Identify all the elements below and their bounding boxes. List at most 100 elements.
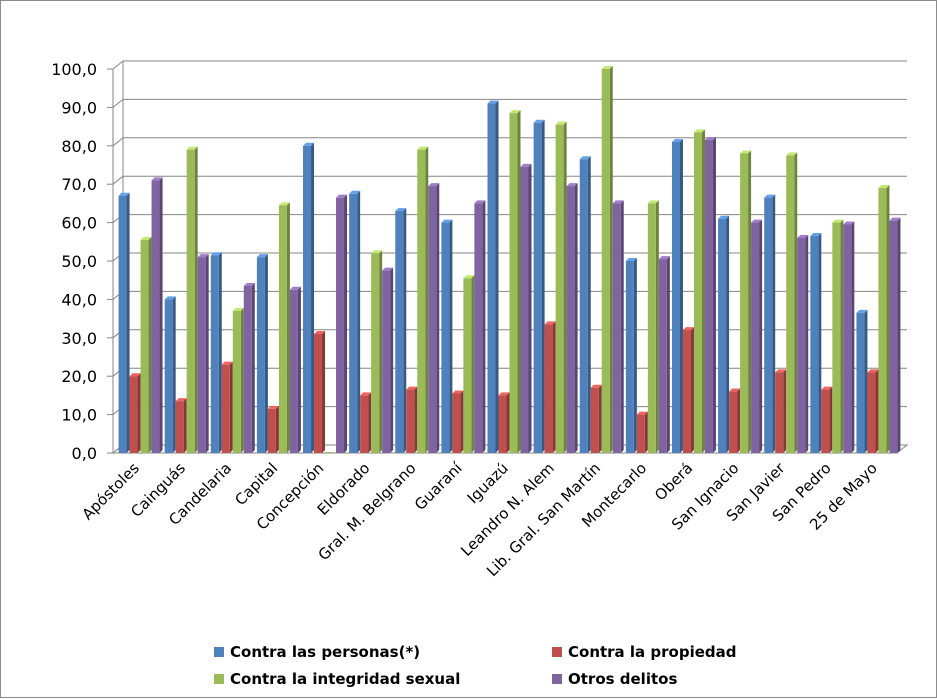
bar-otros-delitos-iguazu-side [528, 163, 532, 454]
bar-contra-las-personas-gral-m-belgrano-side [403, 208, 407, 453]
legend-swatch-contra-las-personas [214, 647, 224, 657]
bar-contra-la-propiedad-25-de-mayo-side [875, 369, 879, 453]
bar-contra-las-personas-san-pedro-side [818, 233, 822, 453]
bar-contra-las-personas-cainguas-side [172, 296, 176, 453]
bar-otros-delitos-leandro-n-alem [566, 186, 575, 453]
bar-contra-la-integridad-sexual-capital-top [278, 202, 290, 206]
bar-contra-la-propiedad-concepcion [314, 333, 323, 453]
bar-otros-delitos-lib-gral-san-martin-side [620, 200, 624, 453]
y-tick-label: 80,0 [61, 137, 97, 156]
bar-contra-la-propiedad-guarani-side [460, 390, 464, 453]
bar-contra-las-personas-cainguas [164, 299, 173, 453]
bar-otros-delitos-san-javier-top [797, 234, 809, 238]
bar-otros-delitos-gral-m-belgrano [428, 186, 437, 453]
bar-contra-la-propiedad-capital-side [275, 405, 279, 453]
bar-contra-las-personas-san-pedro-top [810, 233, 822, 237]
bar-contra-la-propiedad-obera-side [690, 327, 694, 453]
bar-otros-delitos-san-pedro [843, 224, 852, 453]
bar-contra-las-personas-leandro-n-alem [533, 122, 542, 453]
y-tick-label: 20,0 [61, 367, 97, 386]
bar-contra-las-personas-concepcion-top [303, 142, 315, 146]
bar-otros-delitos-montecarlo-side [666, 256, 670, 453]
bar-contra-la-integridad-sexual-eldorado [371, 253, 380, 453]
bar-contra-la-propiedad-obera-top [682, 327, 694, 331]
bar-contra-la-propiedad-gral-m-belgrano-side [414, 386, 418, 453]
bar-otros-delitos-apostoles-side [159, 177, 163, 454]
bar-contra-la-integridad-sexual-capital-side [286, 202, 290, 453]
bar-contra-la-propiedad-apostoles [129, 376, 138, 453]
bar-contra-la-integridad-sexual-lib-gral-san-martin-top [601, 66, 613, 69]
bar-contra-la-propiedad-lib-gral-san-martin [590, 387, 599, 453]
bar-contra-las-personas-candelaria-side [218, 252, 222, 453]
bar-contra-las-personas-iguazu [487, 103, 496, 453]
bar-contra-la-propiedad-san-javier-side [783, 369, 787, 453]
bar-contra-las-personas-san-javier [764, 197, 773, 453]
bar-contra-las-personas-montecarlo-top [625, 258, 637, 261]
bar-contra-la-propiedad-san-pedro-top [821, 386, 833, 390]
x-tick-label-guarani: Guaraní [411, 459, 466, 514]
bar-otros-delitos-montecarlo [658, 259, 667, 453]
bar-contra-las-personas-san-pedro [810, 236, 819, 453]
x-tick-labels: ApóstolesCainguásCandelariaCapitalConcep… [79, 459, 881, 581]
bar-otros-delitos-san-ignacio-side [759, 219, 763, 453]
bar-otros-delitos-eldorado [382, 270, 391, 453]
bar-contra-la-integridad-sexual-guarani [463, 278, 472, 453]
bar-otros-delitos-leandro-n-alem-top [566, 183, 578, 187]
bar-contra-las-personas-capital-side [264, 254, 268, 453]
bar-contra-la-propiedad-leandro-n-alem-side [552, 321, 556, 453]
bar-contra-la-propiedad-gral-m-belgrano [406, 389, 415, 453]
y-tick-label: 0,0 [72, 444, 97, 463]
bar-contra-las-personas-iguazu-top [487, 100, 499, 104]
bar-contra-la-integridad-sexual-leandro-n-alem-top [555, 121, 567, 125]
bar-contra-la-propiedad-san-javier [775, 372, 784, 453]
bar-otros-delitos-montecarlo-top [658, 256, 670, 260]
bar-contra-la-integridad-sexual-eldorado-side [379, 250, 383, 453]
bar-contra-las-personas-cainguas-top [164, 296, 176, 300]
legend-item-contra-la-integridad-sexual: Contra la integridad sexual [214, 668, 460, 690]
legend-item-otros-delitos: Otros delitos [552, 668, 677, 690]
bar-contra-la-integridad-sexual-gral-m-belgrano [417, 149, 426, 453]
bar-otros-delitos-san-javier [797, 237, 806, 453]
bar-contra-la-integridad-sexual-25-de-mayo [878, 188, 887, 454]
bar-otros-delitos-cainguas-side [205, 254, 209, 453]
bar-contra-la-integridad-sexual-eldorado-top [371, 250, 383, 254]
bar-otros-delitos-san-pedro-top [843, 221, 855, 225]
bar-otros-delitos-san-pedro-side [851, 221, 855, 453]
bar-contra-la-integridad-sexual-guarani-top [463, 275, 475, 279]
bar-contra-la-propiedad-25-de-mayo [867, 372, 876, 453]
bar-contra-las-personas-concepcion [303, 145, 312, 454]
bar-otros-delitos-obera-top [704, 137, 716, 141]
bar-otros-delitos-capital-top [289, 286, 301, 290]
legend-label-contra-la-integridad-sexual: Contra la integridad sexual [230, 670, 461, 688]
bar-otros-delitos-candelaria-side [251, 282, 255, 453]
legend-swatch-otros-delitos [552, 674, 562, 684]
bar-contra-la-integridad-sexual-candelaria-side [240, 307, 244, 453]
bar-otros-delitos-apostoles [151, 180, 160, 454]
bar-contra-las-personas-obera-top [671, 138, 683, 142]
bar-otros-delitos-candelaria-top [243, 282, 255, 286]
bar-otros-delitos-eldorado-side [390, 267, 394, 453]
bar-contra-la-propiedad-guarani-top [452, 390, 464, 394]
bar-contra-la-propiedad-capital [267, 408, 276, 453]
gridline-depth [112, 137, 124, 147]
bar-contra-las-personas-san-ignacio-top [718, 215, 730, 219]
bar-otros-delitos-lib-gral-san-martin-top [612, 200, 624, 204]
bar-contra-las-personas-25-de-mayo-side [864, 309, 868, 453]
bar-contra-la-integridad-sexual-montecarlo-side [655, 200, 659, 453]
bar-otros-delitos-obera [704, 140, 713, 454]
bar-otros-delitos-eldorado-top [382, 267, 394, 271]
bars [118, 66, 901, 454]
bar-otros-delitos-25-de-mayo-top [889, 217, 901, 221]
bar-contra-las-personas-eldorado-side [357, 190, 361, 454]
bar-contra-la-integridad-sexual-candelaria [232, 310, 241, 453]
legend-item-contra-la-propiedad: Contra la propiedad [552, 641, 736, 663]
bar-otros-delitos-san-ignacio-top [751, 219, 763, 223]
bar-contra-las-personas-candelaria-top [210, 252, 222, 256]
bar-otros-delitos-candelaria [243, 285, 252, 453]
bar-contra-las-personas-eldorado-top [349, 190, 361, 194]
bar-contra-las-personas-capital-top [256, 254, 268, 258]
gridline-depth [112, 99, 124, 108]
bar-otros-delitos-san-javier-side [805, 234, 809, 453]
bar-contra-la-propiedad-candelaria-side [229, 361, 233, 453]
bar-contra-la-integridad-sexual-san-ignacio-top [740, 150, 752, 154]
